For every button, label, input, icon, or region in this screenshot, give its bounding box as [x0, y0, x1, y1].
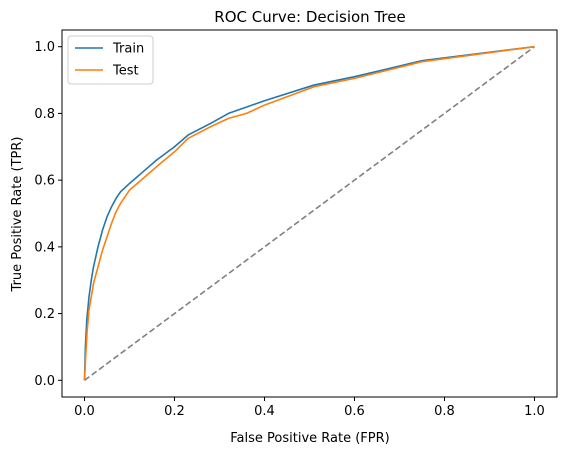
y-tick-label: 0.8 — [34, 107, 55, 122]
x-axis-label: False Positive Rate (FPR) — [230, 431, 389, 446]
plot-area — [83, 45, 535, 381]
x-tick-label: 1.0 — [524, 404, 545, 419]
legend: Train Test — [67, 35, 154, 85]
series-line-train — [83, 45, 535, 381]
y-tick-label: 0.4 — [34, 240, 55, 255]
y-tick-label: 0.0 — [34, 374, 55, 389]
y-tick-label: 0.2 — [34, 307, 55, 322]
diagonal-reference-line — [84, 46, 535, 381]
x-tick-label: 0.0 — [74, 404, 95, 419]
ticks: 0.0 0.2 0.4 0.6 0.8 1.0 0.0 0.2 0.4 0.6 0.8 1.0 — [34, 40, 545, 419]
chart-title: ROC Curve: Decision Tree — [214, 8, 405, 26]
legend-label-train: Train — [112, 42, 144, 57]
x-tick-label: 0.4 — [254, 404, 275, 419]
x-tick-label: 0.2 — [164, 404, 185, 419]
y-tick-label: 0.6 — [34, 174, 55, 189]
x-tick-label: 0.6 — [344, 404, 365, 419]
series-line-test — [83, 45, 535, 381]
x-tick-label: 0.8 — [434, 404, 455, 419]
legend-label-test: Test — [112, 64, 139, 79]
y-tick-label: 1.0 — [34, 40, 55, 55]
axes-frame — [61, 29, 558, 398]
y-axis-label: True Positive Rate (TPR) — [10, 137, 25, 293]
